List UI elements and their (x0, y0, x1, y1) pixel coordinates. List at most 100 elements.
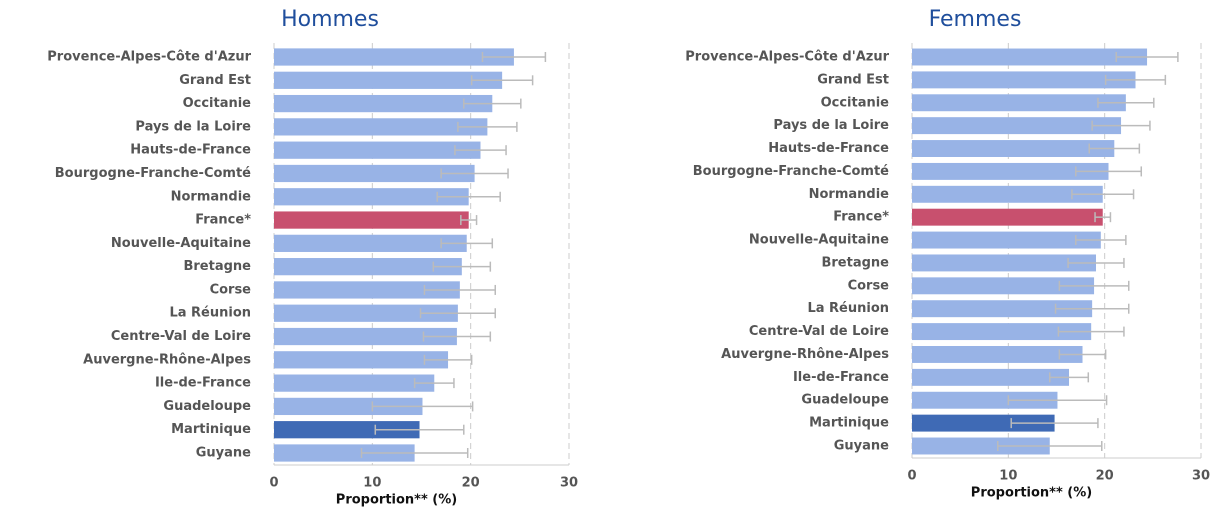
bar (912, 71, 1136, 89)
bar (912, 368, 1070, 386)
bar (274, 374, 435, 392)
error-bar (1057, 326, 1125, 337)
bar (274, 258, 462, 276)
error-bar (1075, 235, 1127, 246)
bar (274, 327, 457, 346)
error-bar (1091, 120, 1151, 131)
error-bar (457, 121, 518, 132)
bar (274, 397, 423, 416)
category-label: Hauts-de-France (130, 143, 251, 158)
category-label: Bourgogne-Franche-Comté (693, 164, 889, 179)
x-tick-label: 30 (1192, 469, 1210, 484)
chart-title: Femmes (929, 7, 1022, 32)
category-label: Provence-Alpes-Côte d'Azur (47, 50, 251, 65)
error-bar (413, 378, 455, 389)
x-tick-label: 20 (1096, 469, 1114, 484)
category-label: Nouvelle-Aquitaine (111, 236, 251, 251)
category-label: Bretagne (821, 255, 889, 270)
bar (912, 48, 1148, 66)
category-label: Martinique (809, 416, 889, 431)
category-label: France* (195, 213, 251, 228)
bar (912, 254, 1096, 272)
bar (274, 444, 415, 462)
error-bar (436, 191, 501, 202)
error-bar (1058, 349, 1107, 360)
x-tick-label: 20 (462, 476, 480, 491)
category-label: Pays de la Loire (135, 119, 251, 134)
category-label: La Réunion (169, 306, 251, 321)
error-bar (1115, 52, 1179, 62)
category-label: Grand Est (817, 72, 889, 87)
error-bar (1067, 257, 1125, 268)
category-label: Guadeloupe (163, 399, 251, 414)
bar (274, 234, 467, 252)
error-bar (1075, 166, 1143, 177)
bar (912, 208, 1103, 226)
error-bar (996, 441, 1103, 451)
error-bar (374, 424, 465, 435)
error-bar (1010, 418, 1099, 429)
category-label: Auvergne-Rhône-Alpes (83, 352, 251, 367)
bar (912, 414, 1055, 432)
bar (274, 71, 503, 89)
bar (274, 211, 469, 229)
x-tick-label: 10 (999, 469, 1017, 484)
error-bar (463, 98, 522, 109)
error-bar (1058, 280, 1130, 291)
x-tick-label: 0 (907, 469, 916, 484)
bar (912, 300, 1093, 318)
x-axis-label: Proportion** (%) (971, 486, 1092, 501)
category-label: Ile-de-France (155, 376, 251, 391)
bar (274, 281, 460, 299)
bar (274, 164, 475, 183)
bar (274, 94, 493, 113)
bar (274, 141, 481, 159)
error-bar (1094, 212, 1112, 223)
chart-title: Hommes (281, 7, 379, 32)
error-bar (1049, 372, 1090, 383)
category-label: Hauts-de-France (768, 141, 889, 156)
category-label: Corse (210, 282, 252, 297)
error-bar (470, 75, 534, 86)
category-label: Bourgogne-Franche-Comté (55, 166, 251, 181)
bar (274, 421, 420, 439)
category-label: La Réunion (807, 301, 889, 316)
bar (912, 277, 1095, 295)
category-label: Occitanie (183, 96, 252, 111)
bar (912, 185, 1103, 203)
bar (274, 351, 449, 369)
category-label: Occitanie (821, 95, 890, 110)
category-label: Provence-Alpes-Côte d'Azur (685, 50, 889, 65)
error-bar (481, 52, 547, 62)
x-tick-label: 0 (269, 476, 278, 491)
error-bar (454, 145, 507, 156)
error-bar (460, 215, 478, 226)
error-bar (423, 354, 473, 365)
error-bar (419, 308, 496, 319)
error-bar (423, 284, 496, 295)
error-bar (440, 238, 494, 249)
error-bar (422, 331, 492, 342)
error-bar (1071, 189, 1135, 200)
category-label: Centre-Val de Loire (749, 324, 889, 339)
x-axis-label: Proportion** (%) (336, 493, 457, 508)
category-label: Grand Est (179, 73, 251, 88)
bar (274, 48, 514, 66)
category-label: Corse (848, 278, 890, 293)
error-bar (432, 261, 492, 272)
category-label: Normandie (171, 189, 252, 204)
category-label: Guadeloupe (801, 393, 889, 408)
category-label: Guyane (196, 446, 251, 461)
bar (912, 346, 1083, 363)
category-label: Bretagne (183, 259, 251, 274)
category-label: Nouvelle-Aquitaine (749, 233, 889, 248)
category-label: Centre-Val de Loire (111, 329, 251, 344)
bar (912, 140, 1115, 157)
error-bar (1007, 395, 1108, 406)
category-label: France* (833, 210, 889, 225)
bar (912, 94, 1126, 112)
x-tick-label: 30 (560, 476, 578, 491)
bar (912, 323, 1092, 341)
bar (274, 188, 469, 206)
